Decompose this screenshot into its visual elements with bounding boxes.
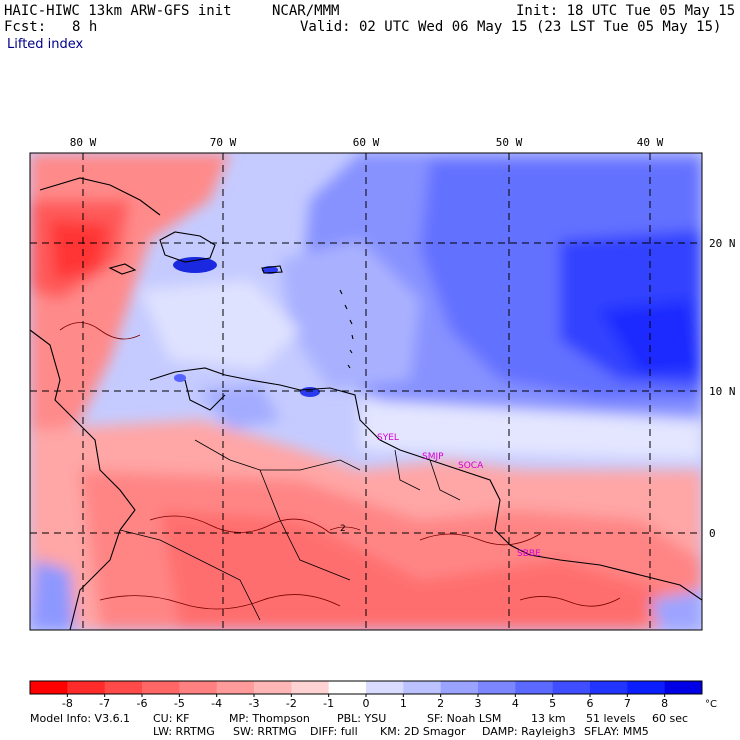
- contour-label: 2: [340, 524, 346, 534]
- footer-sflay: SFLAY: MM5: [584, 725, 649, 738]
- colorbar-tick-label: 8: [661, 697, 668, 710]
- footer-damp: DAMP: Rayleigh3: [482, 725, 576, 738]
- colorbar-swatch: [216, 681, 255, 694]
- forecast-label: Fcst:: [4, 19, 47, 35]
- footer-levels: 51 levels: [586, 712, 636, 725]
- forecast-hour: 8 h: [72, 19, 98, 35]
- colorbar-swatch: [179, 681, 218, 694]
- station-label-soca: SOCA: [458, 461, 484, 471]
- lat-label-0: 0: [709, 527, 716, 540]
- colorbar-tick-label: 3: [475, 697, 482, 710]
- valid-time: Valid: 02 UTC Wed 06 May 15 (23 LST Tue …: [300, 19, 722, 35]
- center-name: NCAR/MMM: [272, 3, 340, 19]
- colorbar-swatch: [142, 681, 180, 694]
- coastlines: [30, 177, 702, 630]
- model-title: HAIC-HIWC 13km ARW-GFS init: [4, 3, 232, 19]
- colorbar-tick-label: 7: [624, 697, 631, 710]
- footer-timestep: 60 sec: [652, 712, 689, 725]
- footer-mp: MP: Thompson: [229, 712, 310, 725]
- colorbar-swatch: [366, 681, 404, 694]
- colorbar-swatch: [590, 681, 628, 694]
- lon-label-40w: 40 W: [637, 136, 664, 149]
- lon-label-80w: 80 W: [70, 136, 97, 149]
- colorbar-swatch: [403, 681, 442, 694]
- footer-pbl: PBL: YSU: [337, 712, 387, 725]
- colorbar-swatch: [328, 681, 367, 694]
- colorbar-swatch: [440, 681, 479, 694]
- colorbar-tick-label: 1: [400, 697, 407, 710]
- station-label-smjp: SMJP: [422, 452, 444, 462]
- lat-label-10n: 10 N: [709, 385, 736, 398]
- colorbar-swatch: [552, 681, 591, 694]
- colorbar-tick-label: -4: [211, 697, 222, 710]
- colorbar-tick-label: 6: [587, 697, 594, 710]
- colorbar-swatch: [254, 681, 292, 694]
- colorbar-swatch: [627, 681, 666, 694]
- footer-sw: SW: RRTMG: [233, 725, 297, 738]
- footer-sf: SF: Noah LSM: [427, 712, 502, 725]
- colorbar-swatch: [664, 681, 703, 694]
- footer-km: KM: 2D Smagor: [380, 725, 466, 738]
- colorbar-tick-label: 4: [512, 697, 519, 710]
- lon-label-60w: 60 W: [353, 136, 380, 149]
- footer-model-info: Model Info: V3.6.1: [30, 712, 131, 725]
- footer-resolution: 13 km: [531, 712, 566, 725]
- lat-lon-grid: [30, 153, 702, 630]
- field-name: Lifted index: [7, 37, 84, 52]
- colorbar-swatch: [291, 681, 330, 694]
- colorbar-swatch: [67, 681, 106, 694]
- colorbar-swatch: [478, 681, 516, 694]
- colorbar-tick-label: -1: [323, 697, 334, 710]
- colorbar: -8 -7 -6 -5 -4 -3 -2 -1 0 1 2 3 4 5 6 7 8 °C: [29, 680, 717, 710]
- station-label-syel: SYEL: [377, 433, 399, 443]
- colorbar-swatch: [515, 681, 554, 694]
- footer-cu: CU: KF: [153, 712, 190, 725]
- lat-label-20n: 20 N: [709, 237, 736, 250]
- init-time: Init: 18 UTC Tue 05 May 15: [516, 3, 736, 19]
- colorbar-tick-label: -3: [249, 697, 260, 710]
- colorbar-swatch: [30, 681, 68, 694]
- station-label-sbbe: SBBE: [517, 549, 541, 559]
- lon-label-70w: 70 W: [210, 136, 237, 149]
- colorbar-tick-label: -7: [99, 697, 110, 710]
- colorbar-tick-label: -5: [174, 697, 185, 710]
- colorbar-tick-label: 0: [363, 697, 370, 710]
- colorbar-swatch: [104, 681, 143, 694]
- colorbar-tick-label: 5: [549, 697, 556, 710]
- footer-lw: LW: RRTMG: [153, 725, 215, 738]
- colorbar-tick-label: -2: [286, 697, 297, 710]
- colorbar-unit: °C: [705, 699, 717, 710]
- colorbar-tick-label: -6: [137, 697, 148, 710]
- colorbar-tick-label: 2: [437, 697, 444, 710]
- footer-diff: DIFF: full: [310, 725, 358, 738]
- colorbar-tick-label: -8: [62, 697, 73, 710]
- country-borders: [119, 439, 461, 621]
- lon-label-50w: 50 W: [496, 136, 523, 149]
